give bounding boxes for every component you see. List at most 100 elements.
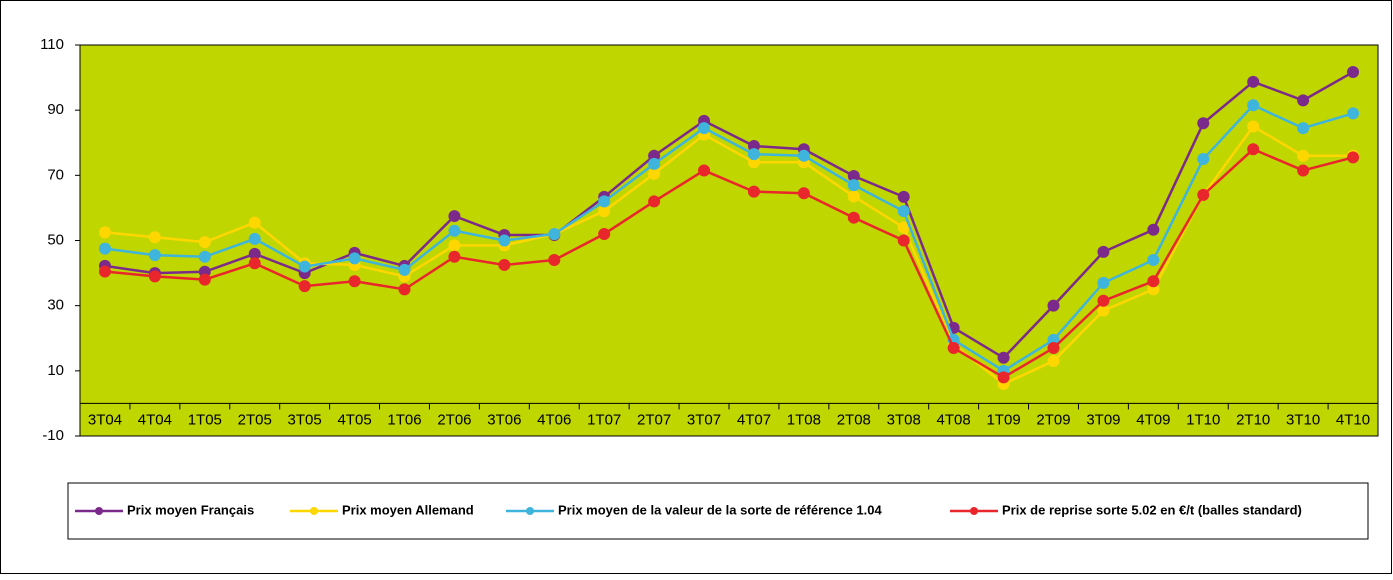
legend-marker bbox=[970, 507, 978, 515]
point bbox=[747, 148, 760, 161]
series-line bbox=[104, 124, 1354, 386]
point bbox=[348, 252, 361, 265]
x-tick-label: 2T07 bbox=[637, 412, 671, 429]
x-tick-label: 2T06 bbox=[437, 412, 471, 429]
point bbox=[847, 190, 860, 203]
point bbox=[98, 226, 111, 239]
point bbox=[1347, 107, 1360, 120]
legend-marker bbox=[310, 507, 318, 515]
point bbox=[698, 164, 711, 177]
point bbox=[648, 157, 661, 170]
point bbox=[348, 275, 361, 288]
legend-label: Prix moyen Allemand bbox=[342, 502, 474, 517]
point bbox=[1247, 99, 1260, 112]
x-tick-label: 4T04 bbox=[138, 412, 172, 429]
point bbox=[847, 169, 860, 182]
y-tick-label: -10 bbox=[42, 427, 64, 444]
point bbox=[248, 232, 261, 245]
x-tick-label: 3T05 bbox=[288, 412, 322, 429]
point bbox=[648, 195, 661, 208]
point bbox=[1047, 355, 1060, 368]
point bbox=[1297, 94, 1310, 107]
point bbox=[298, 280, 311, 293]
legend-box bbox=[67, 482, 1369, 540]
point bbox=[997, 351, 1010, 364]
point bbox=[1247, 120, 1260, 133]
x-tick-label: 4T08 bbox=[937, 412, 971, 429]
point bbox=[148, 270, 161, 283]
point bbox=[298, 260, 311, 273]
x-tick-label: 1T08 bbox=[787, 412, 821, 429]
y-tick-label: 30 bbox=[47, 297, 64, 314]
y-tick-label: 10 bbox=[47, 362, 64, 379]
x-tick-label: 2T05 bbox=[238, 412, 272, 429]
x-tick-label: 2T10 bbox=[1236, 412, 1270, 429]
point bbox=[248, 247, 261, 260]
series-line bbox=[104, 70, 1354, 360]
point bbox=[448, 239, 461, 252]
point bbox=[1197, 117, 1210, 130]
x-tick-label: 4T06 bbox=[537, 412, 571, 429]
x-tick-label: 4T07 bbox=[737, 412, 771, 429]
point bbox=[1147, 275, 1160, 288]
point bbox=[1097, 245, 1110, 258]
point bbox=[1247, 75, 1260, 88]
point bbox=[1147, 254, 1160, 267]
y-tick-label: 70 bbox=[47, 166, 64, 183]
point bbox=[548, 227, 561, 240]
point bbox=[1347, 66, 1360, 79]
point bbox=[1297, 122, 1310, 135]
x-tick-label: 2T09 bbox=[1036, 412, 1070, 429]
point bbox=[448, 250, 461, 263]
y-tick-label: 50 bbox=[47, 231, 64, 248]
point bbox=[498, 234, 511, 247]
x-tick-label: 3T09 bbox=[1086, 412, 1120, 429]
legend-label: Prix moyen de la valeur de la sorte de r… bbox=[558, 502, 882, 517]
point bbox=[98, 242, 111, 255]
x-tick-label: 1T05 bbox=[188, 412, 222, 429]
x-tick-label: 1T06 bbox=[387, 412, 421, 429]
point bbox=[1347, 151, 1360, 164]
point bbox=[98, 265, 111, 278]
point bbox=[198, 273, 211, 286]
point bbox=[248, 257, 261, 270]
x-tick-label: 1T07 bbox=[587, 412, 621, 429]
point bbox=[648, 167, 661, 180]
point bbox=[1097, 294, 1110, 307]
legend-label: Prix de reprise sorte 5.02 en €/t (balle… bbox=[1002, 502, 1302, 517]
point bbox=[897, 234, 910, 247]
point bbox=[1047, 342, 1060, 355]
legend-marker bbox=[526, 507, 534, 515]
x-tick-label: 3T06 bbox=[487, 412, 521, 429]
point bbox=[148, 231, 161, 244]
series-line bbox=[104, 103, 1354, 373]
point bbox=[598, 227, 611, 240]
x-tick-label: 3T08 bbox=[887, 412, 921, 429]
point bbox=[847, 179, 860, 192]
x-tick-label: 1T10 bbox=[1186, 412, 1220, 429]
point bbox=[897, 205, 910, 218]
point bbox=[698, 122, 711, 135]
point bbox=[448, 224, 461, 237]
series-line bbox=[104, 147, 1354, 379]
point bbox=[198, 236, 211, 249]
point bbox=[398, 263, 411, 276]
point bbox=[897, 221, 910, 234]
point bbox=[198, 250, 211, 263]
legend-marker bbox=[95, 507, 103, 515]
point bbox=[548, 254, 561, 267]
x-tick-label: 4T10 bbox=[1336, 412, 1370, 429]
point bbox=[797, 187, 810, 200]
legend-label: Prix moyen Français bbox=[127, 502, 254, 517]
point bbox=[1297, 149, 1310, 162]
x-tick-label: 3T10 bbox=[1286, 412, 1320, 429]
point bbox=[148, 249, 161, 262]
y-tick-label: 90 bbox=[47, 101, 64, 118]
point bbox=[1047, 299, 1060, 312]
point bbox=[1097, 304, 1110, 317]
x-tick-label: 4T05 bbox=[337, 412, 371, 429]
point bbox=[1197, 188, 1210, 201]
point bbox=[897, 190, 910, 203]
point bbox=[1247, 143, 1260, 156]
